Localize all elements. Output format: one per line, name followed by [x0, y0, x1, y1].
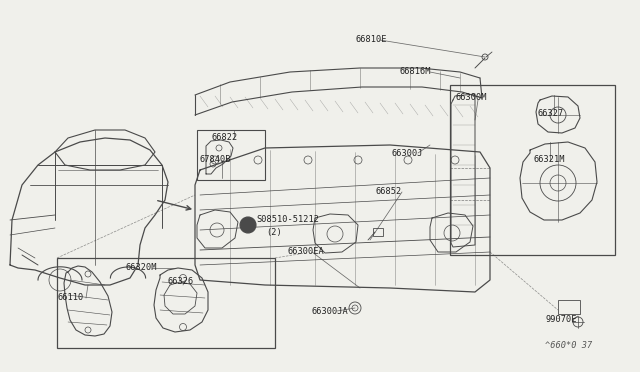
- Circle shape: [240, 217, 256, 233]
- Text: 66300EA: 66300EA: [287, 247, 324, 257]
- Text: 66327: 66327: [538, 109, 564, 118]
- Text: 66816M: 66816M: [400, 67, 431, 77]
- Text: 66300JA: 66300JA: [312, 307, 349, 315]
- Text: 66810E: 66810E: [355, 35, 387, 45]
- Text: 67840B: 67840B: [200, 155, 232, 164]
- Bar: [373, 228, 383, 236]
- Text: (2): (2): [266, 228, 282, 237]
- Text: 66300M: 66300M: [455, 93, 486, 102]
- Bar: [197, 130, 265, 180]
- Text: 66300J: 66300J: [392, 148, 424, 157]
- Text: 66326: 66326: [168, 276, 195, 285]
- Text: 66320M: 66320M: [126, 263, 157, 273]
- Bar: [57, 258, 275, 348]
- Text: S: S: [246, 222, 250, 228]
- Text: 99070E: 99070E: [545, 315, 577, 324]
- Text: S08510-51212: S08510-51212: [256, 215, 319, 224]
- Bar: [450, 85, 615, 255]
- Text: 66110: 66110: [57, 294, 83, 302]
- Text: 66822: 66822: [212, 134, 238, 142]
- Text: ^660*0 37: ^660*0 37: [545, 340, 592, 350]
- Text: 66321M: 66321M: [534, 155, 566, 164]
- Text: 66852: 66852: [375, 187, 401, 196]
- Bar: [558, 300, 580, 314]
